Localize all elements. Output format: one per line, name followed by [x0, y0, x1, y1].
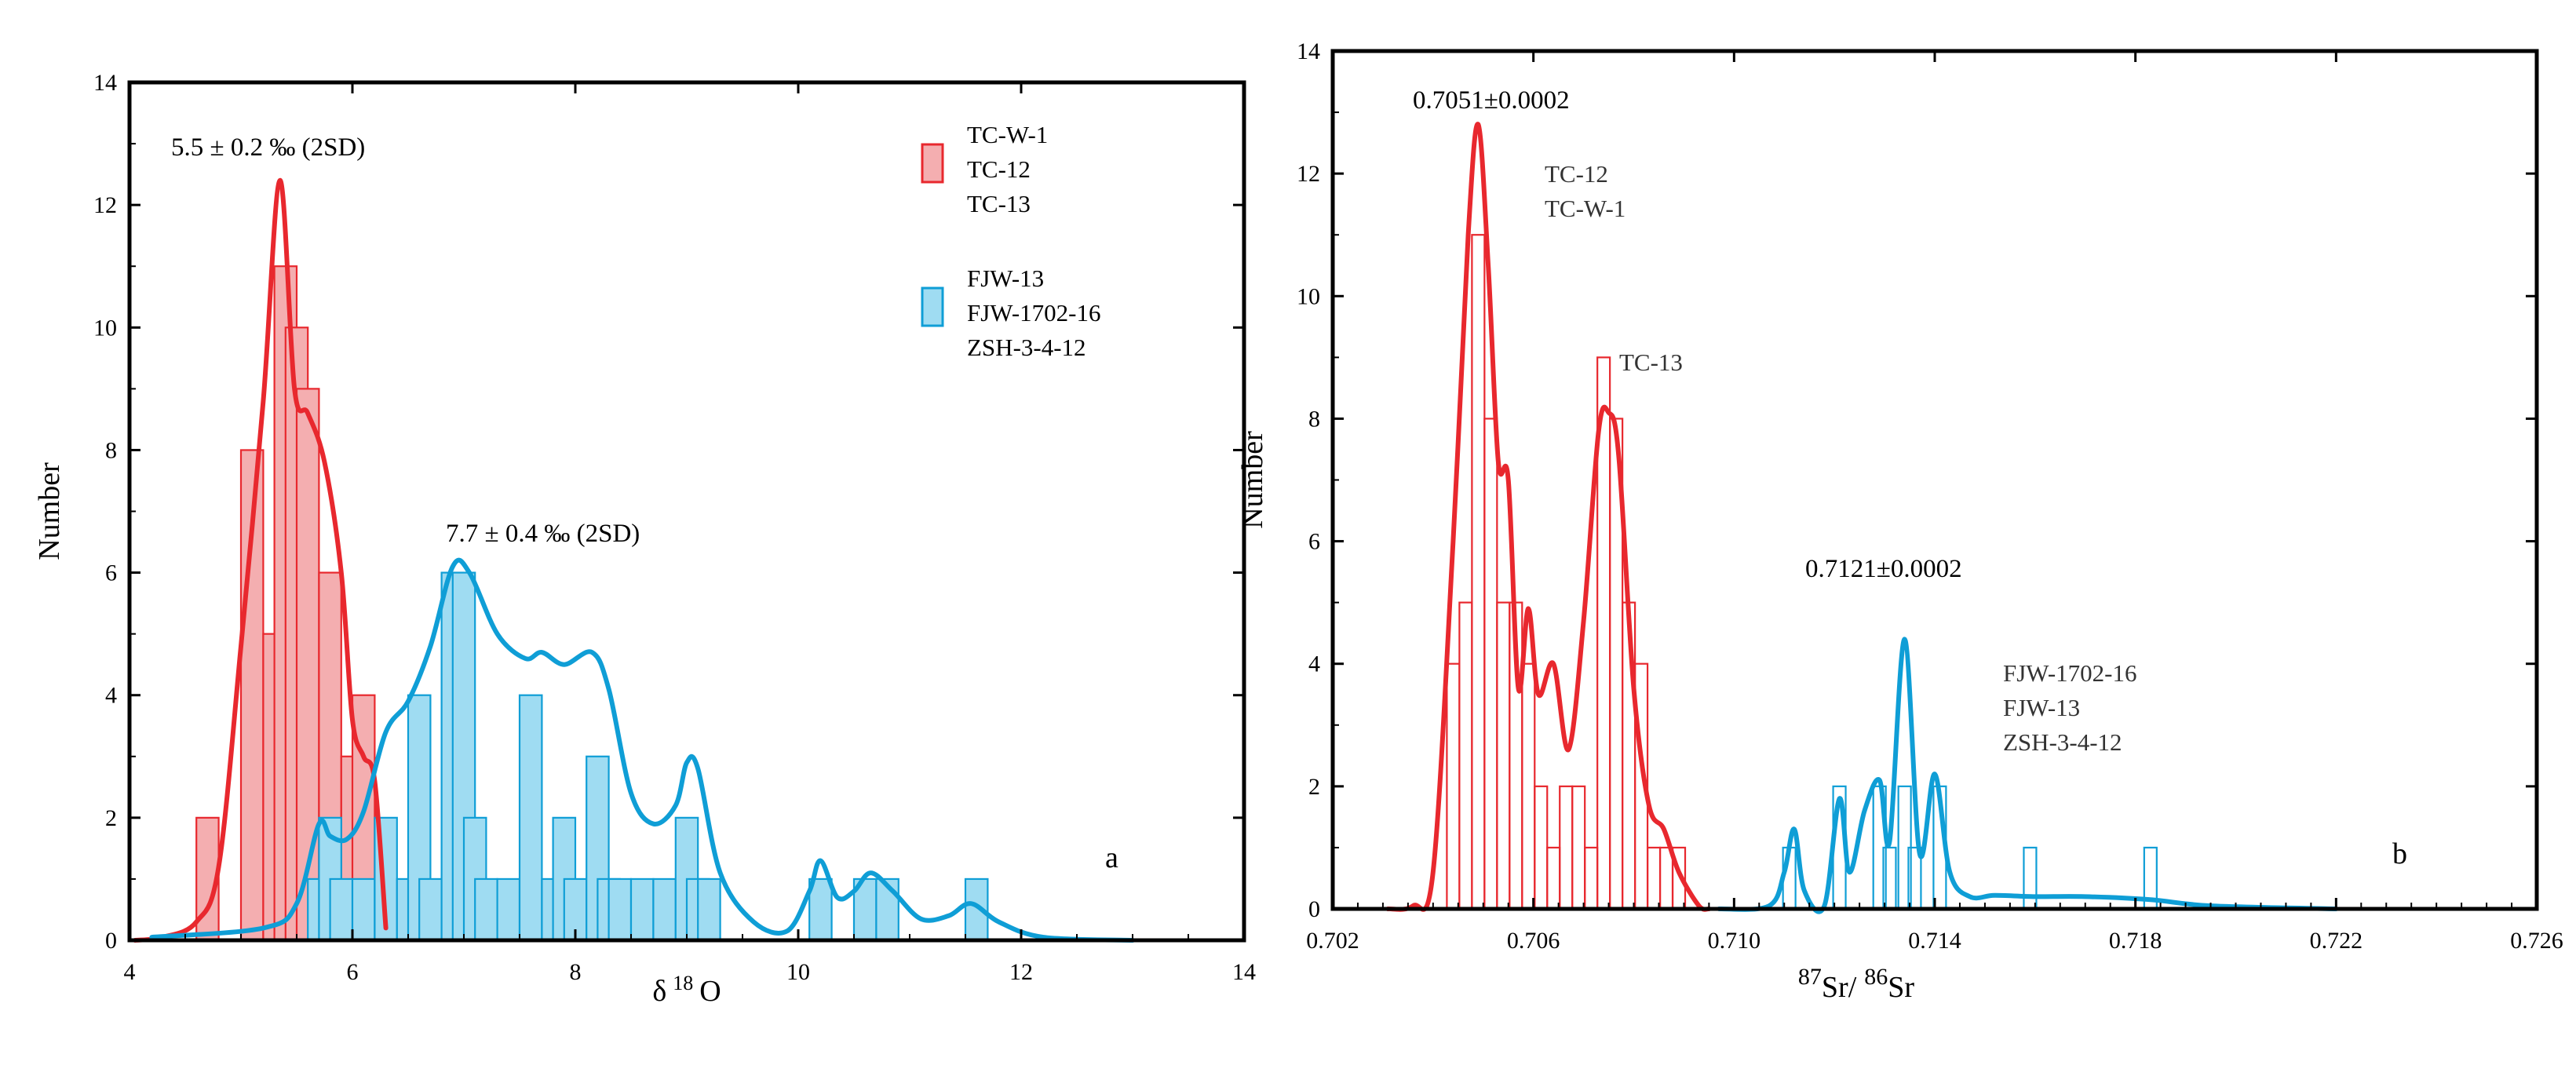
y-tick-label: 10	[93, 315, 117, 341]
histogram-bar	[1546, 846, 1561, 910]
sample-label: TC-W-1	[1545, 195, 1626, 222]
histogram-bar	[652, 877, 677, 942]
sample-label: FJW-1702-16	[2003, 659, 2137, 687]
y-tick-label: 0	[105, 928, 117, 954]
histogram-bar	[1571, 785, 1586, 910]
x-tick-label: 0.722	[2310, 928, 2363, 954]
legend-swatch	[921, 143, 944, 184]
y-tick-label: 6	[105, 560, 117, 586]
axis-label-part: 18	[673, 972, 693, 994]
legend-label: FJW-13	[967, 265, 1044, 292]
histogram-bar	[1471, 234, 1486, 910]
peak-annotation: 0.7051±0.0002	[1413, 86, 1570, 115]
legend-label: TC-13	[967, 190, 1031, 217]
axis-label-part: 87	[1798, 964, 1822, 990]
x-tick-label: 8	[570, 959, 582, 985]
sample-label: TC-13	[1619, 348, 1683, 376]
histogram-bar	[1458, 601, 1473, 910]
y-tick-label: 2	[1308, 774, 1320, 800]
y-tick-label: 4	[1308, 651, 1320, 677]
x-tick-label: 0.726	[2510, 928, 2563, 954]
x-tick-label: 0.702	[1306, 928, 1359, 954]
peak-annotation: 7.7 ± 0.4 ‰ (2SD)	[446, 520, 640, 548]
y-tick-label: 10	[1297, 283, 1320, 309]
x-tick-label: 0.706	[1507, 928, 1560, 954]
histogram-bar	[1646, 846, 1662, 910]
x-tick-label: 14	[1232, 959, 1256, 985]
sample-label: FJW-13	[2003, 694, 2080, 721]
y-axis-label: Number	[1236, 431, 1269, 529]
histogram-bar	[295, 388, 320, 942]
legend: TC-W-1 TC-12 TC-13 FJW-13 FJW-1702-16 ZSH-3-4…	[921, 121, 1101, 361]
panel-letter: b	[2392, 837, 2407, 870]
legend-label: FJW-1702-16	[967, 299, 1101, 327]
panel-letter: a	[1105, 841, 1118, 874]
legend-label: TC-12	[967, 155, 1031, 183]
y-tick-label: 4	[105, 683, 117, 709]
legend-label: ZSH-3-4-12	[967, 334, 1086, 361]
sample-label: ZSH-3-4-12	[2003, 728, 2122, 756]
histogram-bar	[351, 877, 376, 942]
histogram-bar	[1559, 785, 1574, 910]
histogram-bar	[1521, 662, 1536, 910]
density-curve	[149, 557, 1135, 943]
y-tick-label: 12	[93, 192, 117, 218]
x-tick-label: 10	[786, 959, 810, 985]
histogram-bar	[875, 877, 899, 942]
y-axis-label: Number	[33, 462, 66, 560]
sample-label: TC-12	[1545, 160, 1608, 188]
density-curve	[133, 177, 389, 943]
density-curve	[1717, 637, 2339, 914]
histogram-bar	[1496, 601, 1511, 910]
peak-annotation: 0.7121±0.0002	[1805, 555, 1962, 583]
y-tick-label: 8	[1308, 406, 1320, 432]
x-tick-label: 0.714	[1908, 928, 1961, 954]
panel-a: 4 6 8 10 12 14 0 2 4 6 8 10 12 14 Number a δ 18 O 5.5 ± 0.2…	[33, 70, 1256, 1008]
histogram-bar	[608, 877, 633, 942]
histogram-bar	[1534, 785, 1549, 910]
x-tick-label: 0.710	[1708, 928, 1761, 954]
y-tick-label: 14	[93, 70, 117, 96]
x-tick-label: 6	[347, 959, 359, 985]
histogram-bar	[697, 877, 721, 942]
y-tick-label: 14	[1297, 38, 1320, 64]
histogram-bar	[496, 877, 521, 942]
legend-swatch	[921, 286, 944, 327]
histogram-bar	[329, 877, 354, 942]
x-tick-label: 4	[124, 959, 136, 985]
panel-b: 0.702 0.706 0.710 0.714 0.718 0.722 0.726 0 2 4 6 8…	[1236, 38, 2563, 1004]
x-tick-label: 0.718	[2109, 928, 2162, 954]
axis-label-part: δ	[652, 975, 666, 1008]
axis-label-part: 86	[1864, 964, 1888, 990]
histogram-bar	[2023, 846, 2038, 910]
histogram-bar	[1584, 846, 1599, 910]
x-tick-label: 12	[1009, 959, 1033, 985]
plot-frame	[1330, 49, 2539, 911]
histogram-bar	[1446, 662, 1461, 910]
peak-annotation: 5.5 ± 0.2 ‰ (2SD)	[171, 133, 365, 162]
axis-label-part: Sr	[1888, 971, 1914, 1004]
y-tick-label: 2	[105, 805, 117, 831]
legend-label: TC-W-1	[967, 121, 1048, 148]
axis-label-part: O	[699, 975, 721, 1008]
y-tick-label: 8	[105, 437, 117, 463]
histogram-bar	[518, 694, 543, 942]
density-curve	[1385, 122, 1712, 912]
y-tick-label: 0	[1308, 896, 1320, 922]
y-tick-label: 12	[1297, 161, 1320, 187]
axis-label-part: Sr/	[1822, 971, 1857, 1004]
histogram-bar	[474, 877, 498, 942]
histogram-bar	[629, 877, 655, 942]
y-tick-label: 6	[1308, 529, 1320, 555]
x-axis-label: δ 18 O	[652, 972, 721, 1009]
x-axis-label: 87Sr/86Sr	[1798, 964, 1914, 1005]
histogram-bar	[418, 877, 443, 942]
histogram-bar	[1483, 418, 1498, 910]
